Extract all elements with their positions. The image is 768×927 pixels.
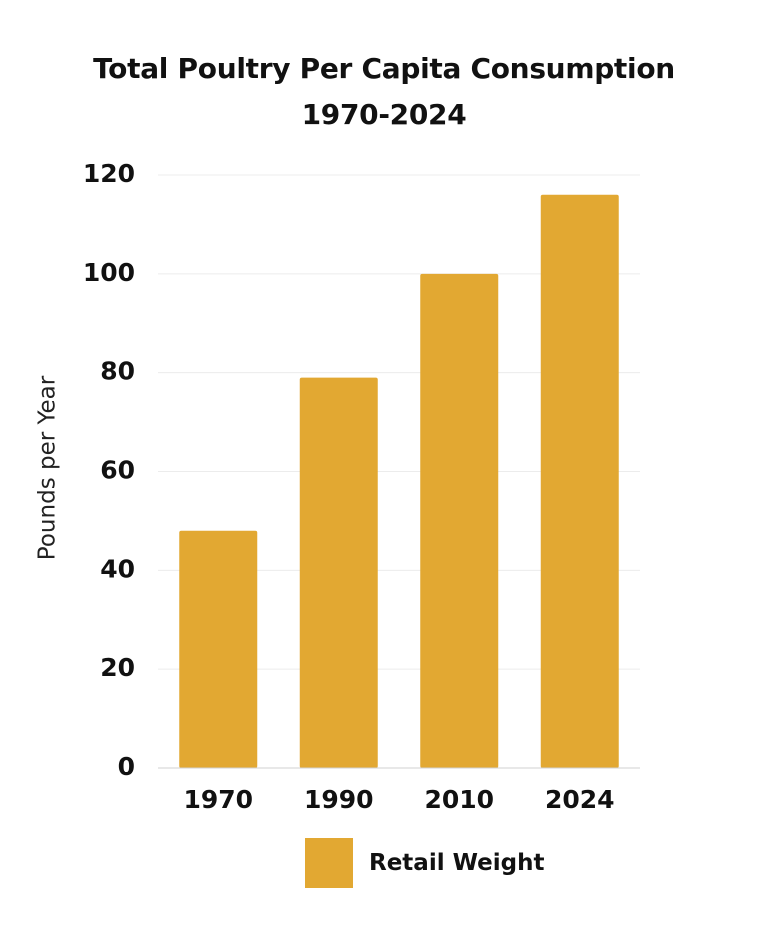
x-category-label: 1970	[183, 785, 253, 814]
bar-2024	[540, 194, 619, 768]
x-axis-categories: 1970 1990 2010 2024	[183, 785, 614, 814]
y-tick-label: 120	[83, 159, 135, 188]
y-tick-label: 60	[100, 456, 135, 485]
chart-title-line-2: 1970-2024	[301, 98, 467, 131]
legend-swatch	[305, 838, 353, 888]
y-tick-label: 80	[100, 357, 135, 386]
y-tick-label: 20	[100, 653, 135, 682]
y-axis-label: Pounds per Year	[35, 375, 61, 560]
x-category-label: 2010	[424, 785, 494, 814]
bar-chart: 0 20 40 60 80 100 120 1970 1990 2010 2024 Pounds …	[35, 159, 640, 814]
bar-1970	[179, 530, 258, 768]
bar-2010	[420, 273, 499, 768]
legend-label: Retail Weight	[369, 850, 545, 876]
chart-title-line-1: Total Poultry Per Capita Consumption	[93, 52, 675, 85]
bar-1990	[299, 377, 378, 768]
legend: Retail Weight	[305, 838, 544, 888]
y-tick-label: 0	[118, 752, 135, 781]
x-category-label: 1990	[304, 785, 374, 814]
x-category-label: 2024	[545, 785, 615, 814]
y-tick-label: 100	[83, 258, 135, 287]
y-tick-label: 40	[100, 554, 135, 583]
y-axis-ticks: 0 20 40 60 80 100 120	[83, 159, 135, 781]
bars	[179, 194, 619, 768]
